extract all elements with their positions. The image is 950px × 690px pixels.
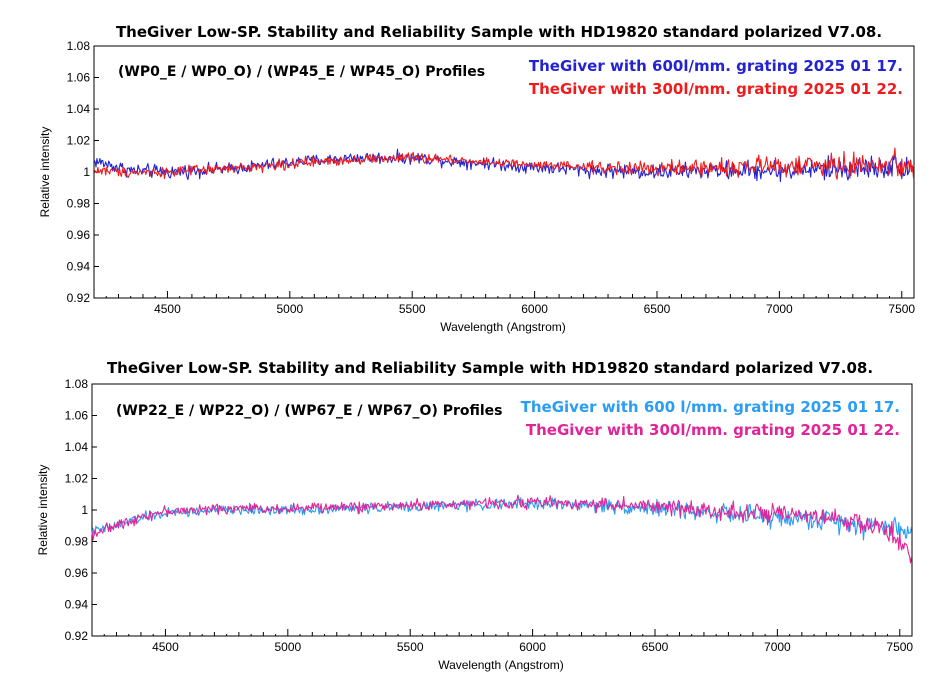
chart-top-x-tick-label: 6000: [521, 302, 548, 316]
chart-top-x-tick-label: 6500: [644, 302, 671, 316]
chart-top-x-tick-label: 7000: [766, 302, 793, 316]
chart-bottom-annotation: (WP22_E / WP22_O) / (WP67_E / WP67_O) Pr…: [116, 403, 503, 419]
chart-top-y-tick-label: 1.08: [67, 39, 91, 53]
chart-bottom-y-tick-label: 1.08: [65, 377, 89, 391]
chart-bottom-x-tick-label: 5000: [274, 640, 301, 654]
chart-bottom-y-tick-label: 0.98: [65, 535, 89, 549]
chart-top-plot-area: [93, 45, 915, 299]
chart-top-y-tick-label: 1: [83, 165, 90, 179]
chart-bottom-x-tick-label: 6000: [519, 640, 546, 654]
chart-bottom-x-tick-label: 5500: [397, 640, 424, 654]
chart-top-y-tick-label: 0.94: [67, 260, 91, 274]
chart-bottom-series-2-line: [91, 494, 913, 564]
chart-bottom-x-axis-label: Wavelength (Angstrom): [438, 658, 564, 672]
chart-bottom-y-tick-label: 0.94: [65, 598, 89, 612]
chart-bottom-legend-entry-1: TheGiver with 600 l/mm. grating 2025 01 …: [521, 398, 900, 416]
chart-bottom-y-tick-label: 0.92: [65, 629, 89, 643]
chart-bottom-y-tick-label: 0.96: [65, 566, 89, 580]
chart-top-x-ticks: 4500 5000 5500 6000 6500 7000 7500: [105, 291, 915, 316]
chart-top-y-axis-label: Relative intensity: [38, 127, 52, 218]
chart-bottom-y-ticks: 0.92 0.94 0.96 0.98 1 1.02 1.04 1.06 1.08: [65, 377, 97, 643]
chart-bottom-y-tick-label: 1.06: [65, 409, 89, 423]
chart-top-series-group: [93, 147, 915, 183]
chart-top-legend-entry-1: TheGiver with 600l/mm. grating 2025 01 1…: [529, 57, 903, 75]
chart-bottom-y-axis-label: Relative intensity: [36, 465, 50, 556]
chart-top-x-tick-label: 7500: [888, 302, 915, 316]
chart-bottom-x-ticks: 4500 5000 5500 6000 6500 7000 7500: [103, 629, 913, 654]
chart-bottom-y-tick-label: 1.02: [65, 472, 89, 486]
chart-top-y-ticks: 0.92 0.94 0.96 0.98 1 1.02 1.04 1.06 1.08: [67, 39, 99, 305]
chart-top-series-2-line: [93, 147, 915, 180]
chart-bottom-series-group: [91, 494, 913, 564]
chart-top-y-tick-label: 1.04: [67, 102, 91, 116]
chart-top-annotation: (WP0_E / WP0_O) / (WP45_E / WP45_O) Prof…: [118, 64, 485, 80]
chart-top-x-axis-label: Wavelength (Angstrom): [440, 320, 566, 334]
chart-bottom-y-tick-label: 1: [81, 503, 88, 517]
chart-top-x-tick-label: 4500: [154, 302, 181, 316]
chart-bottom-x-tick-label: 7000: [764, 640, 791, 654]
chart-top-y-tick-label: 0.98: [67, 197, 91, 211]
chart-top-y-tick-label: 1.06: [67, 71, 91, 85]
chart-bottom-x-tick-label: 7500: [886, 640, 913, 654]
chart-top: TheGiver Low-SP. Stability and Reliabili…: [38, 23, 915, 334]
chart-bottom-y-tick-label: 1.04: [65, 440, 89, 454]
chart-bottom-title: TheGiver Low-SP. Stability and Reliabili…: [107, 359, 873, 377]
chart-top-y-tick-label: 0.96: [67, 228, 91, 242]
chart-top-legend-entry-2: TheGiver with 300l/mm. grating 2025 01 2…: [529, 80, 903, 98]
chart-bottom-legend-entry-2: TheGiver with 300l/mm. grating 2025 01 2…: [526, 421, 900, 439]
chart-top-y-tick-label: 1.02: [67, 134, 91, 148]
chart-bottom: TheGiver Low-SP. Stability and Reliabili…: [36, 359, 913, 672]
chart-bottom-x-tick-label: 6500: [642, 640, 669, 654]
chart-top-title: TheGiver Low-SP. Stability and Reliabili…: [116, 23, 882, 41]
chart-top-x-tick-label: 5000: [276, 302, 303, 316]
chart-top-y-tick-label: 0.92: [67, 291, 91, 305]
chart-bottom-x-tick-label: 4500: [152, 640, 179, 654]
chart-top-x-tick-label: 5500: [399, 302, 426, 316]
